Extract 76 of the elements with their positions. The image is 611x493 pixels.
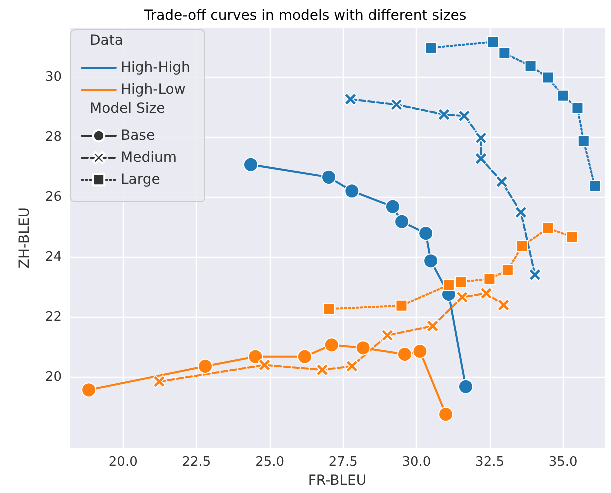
- y-tick-label: 20: [45, 370, 62, 386]
- x-tick-label: 35.0: [548, 455, 578, 470]
- point: [152, 375, 166, 388]
- point: [514, 206, 528, 220]
- legend-label: Medium: [121, 150, 177, 166]
- point: [528, 268, 542, 282]
- legend-label: High-High: [121, 60, 190, 76]
- x-tick-label: 30.0: [402, 455, 432, 470]
- point: [322, 303, 335, 316]
- x-tick-label: 20.0: [108, 455, 138, 470]
- point: [425, 42, 438, 54]
- point: [316, 364, 330, 377]
- point: [458, 379, 474, 394]
- point: [344, 92, 358, 106]
- legend-label: High-Low: [121, 82, 186, 98]
- x-tick-label: 25.0: [256, 455, 285, 470]
- point: [258, 358, 272, 372]
- point: [344, 184, 360, 199]
- point: [381, 329, 394, 342]
- y-tick-label: 30: [45, 70, 62, 86]
- chart-title: Trade-off curves in models with different sizes: [143, 8, 467, 24]
- point: [487, 36, 500, 48]
- point: [438, 406, 454, 422]
- point: [516, 240, 528, 252]
- point: [484, 273, 496, 286]
- point: [394, 214, 410, 230]
- x-tick-label: 27.5: [328, 455, 358, 470]
- point: [578, 135, 590, 148]
- point: [542, 72, 554, 84]
- point: [438, 108, 451, 122]
- point: [474, 132, 488, 145]
- point: [497, 298, 510, 312]
- point: [502, 264, 514, 276]
- point: [396, 300, 408, 312]
- point: [572, 102, 584, 114]
- point: [322, 170, 336, 185]
- point: [566, 231, 578, 244]
- point: [412, 344, 428, 359]
- point: [418, 226, 434, 242]
- point: [498, 48, 511, 60]
- x-tick-label: 22.5: [182, 455, 212, 470]
- point: [297, 349, 312, 364]
- point: [356, 340, 371, 356]
- y-tick-label: 26: [45, 190, 62, 206]
- point: [346, 360, 359, 373]
- point: [82, 382, 97, 398]
- point: [385, 199, 400, 214]
- y-axis-title: ZH-BLEU: [17, 207, 33, 269]
- point: [458, 110, 472, 123]
- point: [324, 338, 340, 353]
- point: [456, 290, 469, 304]
- point: [390, 98, 404, 112]
- point: [442, 279, 455, 292]
- y-tick-label: 24: [45, 250, 62, 266]
- point: [397, 346, 412, 362]
- point: [524, 60, 537, 72]
- point: [243, 157, 258, 172]
- legend-label: Large: [121, 172, 160, 188]
- point: [480, 287, 493, 300]
- point: [557, 90, 570, 102]
- point: [426, 320, 440, 333]
- point: [454, 276, 467, 288]
- y-tick-label: 28: [45, 130, 62, 146]
- point: [198, 358, 214, 374]
- legend-label: Base: [121, 128, 156, 144]
- x-axis-title: FR-BLEU: [308, 473, 367, 489]
- y-tick-label: 22: [45, 310, 62, 326]
- annotation: Model Size: [90, 101, 166, 117]
- point: [248, 349, 264, 364]
- point: [542, 222, 554, 234]
- point: [496, 175, 509, 188]
- x-tick-label: 32.5: [476, 455, 504, 470]
- point: [589, 180, 602, 192]
- point: [474, 152, 488, 166]
- point: [424, 254, 439, 269]
- legend-title: Data: [90, 33, 124, 49]
